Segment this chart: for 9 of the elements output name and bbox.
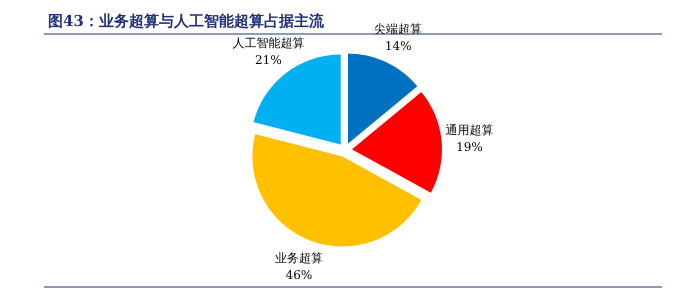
data-label: 14% xyxy=(384,38,412,53)
chart-title: 图43：业务超算与人工智能超算占据主流 xyxy=(48,12,325,30)
slice-label: 通用超算 xyxy=(445,123,494,138)
slice-label: 业务超算 xyxy=(274,251,323,266)
slice-label: 人工智能超算 xyxy=(232,36,304,50)
data-label: 46% xyxy=(286,268,312,282)
data-label: 19% xyxy=(456,140,483,154)
slice-label: 尖端超算 xyxy=(374,22,422,36)
data-label: 21% xyxy=(255,53,282,68)
